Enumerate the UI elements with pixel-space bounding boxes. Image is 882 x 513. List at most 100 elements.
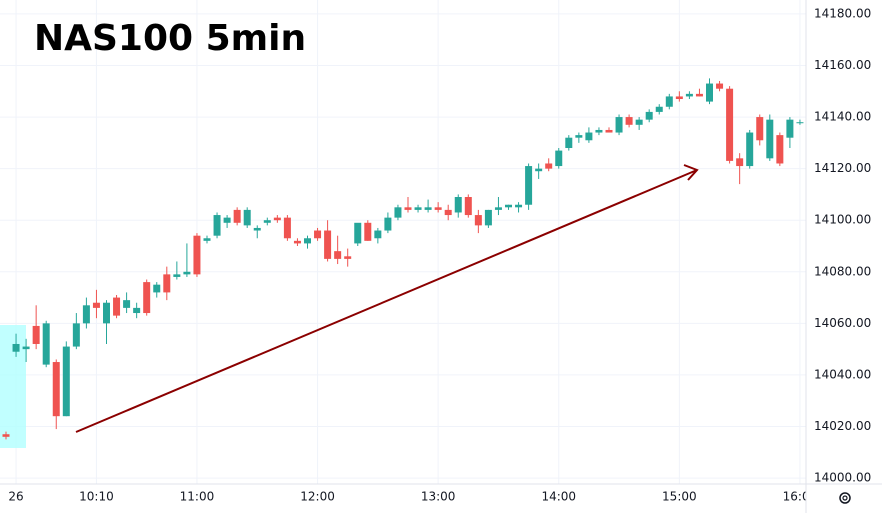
x-tick-label: 14:00 xyxy=(541,490,576,504)
candle-body xyxy=(796,122,804,124)
arrow-head xyxy=(683,164,699,181)
candle-body xyxy=(263,220,271,223)
candle-body xyxy=(62,346,70,417)
candle-body xyxy=(515,204,523,208)
candle-body xyxy=(364,222,372,241)
settings-icon[interactable] xyxy=(839,492,851,504)
candle-body xyxy=(113,297,121,316)
candle-body xyxy=(103,302,110,324)
candle-body xyxy=(756,117,764,141)
gear-ring[interactable] xyxy=(839,492,851,504)
candle-body xyxy=(625,117,633,125)
x-axis: 26 10:10 11:00 12:00 13:00 14:00 15:00 16:00 xyxy=(8,490,817,504)
candle-body xyxy=(82,305,90,324)
y-tick-label: 14000.00 xyxy=(814,471,871,485)
candle-body xyxy=(585,132,593,141)
candle-body xyxy=(545,163,553,169)
candle-body xyxy=(414,207,422,210)
candle-body xyxy=(525,166,533,205)
candle-body xyxy=(374,230,382,239)
candle-body xyxy=(153,284,161,293)
x-tick-label: 13:00 xyxy=(421,490,456,504)
candle-body xyxy=(304,238,311,244)
candle-body xyxy=(203,238,211,241)
candle-body xyxy=(786,119,794,138)
y-tick-label: 14120.00 xyxy=(814,161,871,175)
candle-body xyxy=(424,207,432,210)
candle-body xyxy=(776,135,784,164)
candle-body xyxy=(2,434,10,437)
candle-body xyxy=(474,215,482,226)
candle-body xyxy=(173,274,181,277)
candle-body xyxy=(736,158,744,167)
x-tick-label: 11:00 xyxy=(180,490,215,504)
x-tick-label: 15:00 xyxy=(662,490,697,504)
session-highlight xyxy=(0,325,26,448)
candle-body xyxy=(32,325,40,344)
candle-body xyxy=(645,111,653,120)
candle-body xyxy=(464,197,472,216)
candles xyxy=(2,78,804,440)
gear-hub[interactable] xyxy=(842,495,848,501)
y-tick-label: 14040.00 xyxy=(814,367,871,381)
candle-body xyxy=(535,168,543,172)
candle-body xyxy=(746,132,754,167)
candle-body xyxy=(293,240,301,244)
x-tick-label: 26 xyxy=(8,490,23,504)
candle-body xyxy=(344,256,352,259)
candle-body xyxy=(665,96,673,107)
candle-body xyxy=(494,207,502,210)
candle-body xyxy=(615,117,623,133)
candle-body xyxy=(243,209,251,226)
candle-body xyxy=(273,217,281,221)
y-axis-panel xyxy=(806,0,882,513)
candle-body xyxy=(384,217,392,231)
candle-body xyxy=(354,222,362,244)
candle-body xyxy=(716,83,724,89)
candle-body xyxy=(163,274,171,293)
candle-body xyxy=(706,83,713,102)
candle-body xyxy=(675,96,683,100)
candle-body xyxy=(766,119,774,159)
candle-body xyxy=(505,204,512,208)
candle-body xyxy=(143,282,151,314)
candle-body xyxy=(565,137,573,149)
candle-body xyxy=(555,150,563,167)
candle-body xyxy=(133,307,141,314)
candle-body xyxy=(123,300,131,308)
candle-body xyxy=(454,197,462,213)
candle-body xyxy=(595,129,603,133)
y-tick-label: 14100.00 xyxy=(814,213,871,227)
candle-body xyxy=(22,346,30,350)
candle-body xyxy=(213,215,221,236)
y-tick-label: 14080.00 xyxy=(814,264,871,278)
candle-body xyxy=(72,323,80,347)
candle-body xyxy=(92,302,100,308)
candle-body xyxy=(695,93,703,97)
candle-body xyxy=(253,227,261,231)
y-tick-label: 14020.00 xyxy=(814,419,871,433)
candle-body xyxy=(233,209,241,223)
candle-body xyxy=(12,343,20,352)
y-tick-label: 14180.00 xyxy=(814,6,871,20)
candle-body xyxy=(283,217,291,239)
candle-body xyxy=(52,362,60,417)
y-axis: 14000.00 14020.00 14040.00 14060.00 14080.00… xyxy=(814,6,871,484)
y-tick-label: 14140.00 xyxy=(814,110,871,124)
candle-body xyxy=(605,129,613,133)
candle-body xyxy=(444,209,452,216)
candle-body xyxy=(193,235,201,275)
candle-body xyxy=(324,230,332,259)
x-tick-label: 12:00 xyxy=(300,490,335,504)
chart-title: NAS100 5min xyxy=(34,18,306,59)
candle-body xyxy=(334,251,342,259)
x-tick-label: 10:10 xyxy=(79,490,114,504)
candle-body xyxy=(223,217,231,223)
candle-body xyxy=(183,271,191,275)
candle-body xyxy=(42,323,50,365)
candle-body xyxy=(685,93,693,97)
candle-body xyxy=(434,207,442,210)
candle-body xyxy=(635,119,643,125)
